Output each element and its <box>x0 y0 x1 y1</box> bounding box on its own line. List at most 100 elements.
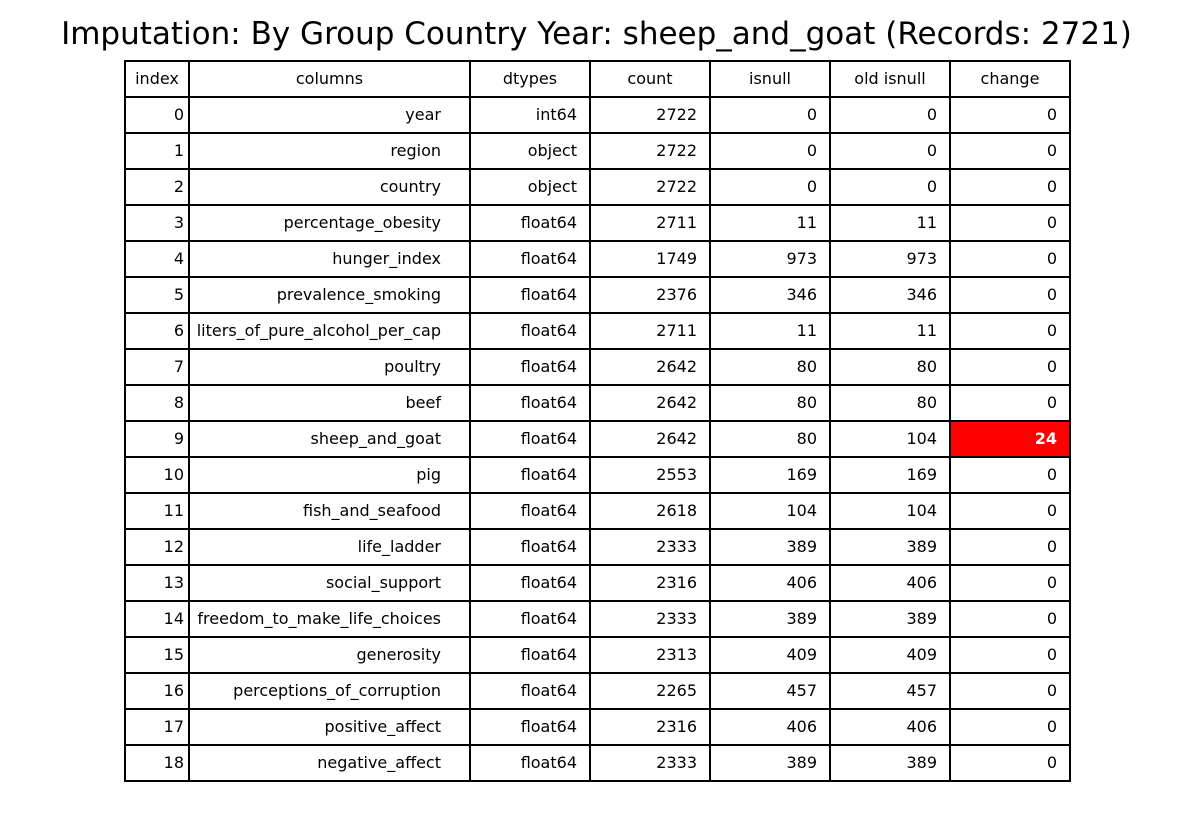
cell-old-isnull: 0 <box>829 132 951 170</box>
cell-index: 7 <box>124 348 190 386</box>
cell-columns: positive_affect <box>188 708 471 746</box>
table-body: 0 year int64 2722 0 0 0 1 region object 2722 0 0 0 2 co… <box>124 96 1071 782</box>
cell-isnull: 457 <box>709 672 831 710</box>
cell-count: 2722 <box>589 132 711 170</box>
table-row: 18 negative_affect float64 2333 389 389 0 <box>124 744 1071 782</box>
cell-columns: negative_affect <box>188 744 471 782</box>
cell-columns: poultry <box>188 348 471 386</box>
cell-isnull: 104 <box>709 492 831 530</box>
cell-old-isnull: 389 <box>829 600 951 638</box>
table-row: 1 region object 2722 0 0 0 <box>124 132 1071 170</box>
cell-count: 2333 <box>589 528 711 566</box>
cell-index: 10 <box>124 456 190 494</box>
cell-columns: prevalence_smoking <box>188 276 471 314</box>
cell-old-isnull: 80 <box>829 348 951 386</box>
cell-dtypes: float64 <box>469 564 591 602</box>
cell-old-isnull: 973 <box>829 240 951 278</box>
table-row: 14 freedom_to_make_life_choices float64 233… <box>124 600 1071 638</box>
cell-isnull: 0 <box>709 168 831 206</box>
cell-dtypes: float64 <box>469 492 591 530</box>
cell-dtypes: float64 <box>469 528 591 566</box>
cell-isnull: 389 <box>709 600 831 638</box>
cell-isnull: 389 <box>709 528 831 566</box>
cell-count: 2333 <box>589 744 711 782</box>
cell-count: 2642 <box>589 420 711 458</box>
cell-change: 0 <box>949 348 1071 386</box>
cell-count: 2333 <box>589 600 711 638</box>
cell-index: 12 <box>124 528 190 566</box>
data-table: index columns dtypes count isnull old isnull c… <box>124 60 1071 782</box>
cell-change: 0 <box>949 672 1071 710</box>
table-header-row: index columns dtypes count isnull old isnull c… <box>124 60 1071 98</box>
cell-count: 2316 <box>589 708 711 746</box>
cell-index: 6 <box>124 312 190 350</box>
cell-old-isnull: 389 <box>829 744 951 782</box>
cell-count: 2313 <box>589 636 711 674</box>
cell-columns: percentage_obesity <box>188 204 471 242</box>
table-row: 7 poultry float64 2642 80 80 0 <box>124 348 1071 386</box>
cell-old-isnull: 80 <box>829 384 951 422</box>
cell-dtypes: int64 <box>469 96 591 134</box>
cell-columns: social_support <box>188 564 471 602</box>
table-row: 8 beef float64 2642 80 80 0 <box>124 384 1071 422</box>
header-old-isnull: old isnull <box>829 60 951 98</box>
cell-count: 2642 <box>589 384 711 422</box>
cell-change: 0 <box>949 276 1071 314</box>
cell-change: 0 <box>949 564 1071 602</box>
cell-count: 2642 <box>589 348 711 386</box>
cell-index: 9 <box>124 420 190 458</box>
cell-count: 2711 <box>589 204 711 242</box>
cell-dtypes: float64 <box>469 276 591 314</box>
header-columns: columns <box>188 60 471 98</box>
cell-dtypes: float64 <box>469 456 591 494</box>
table-row: 10 pig float64 2553 169 169 0 <box>124 456 1071 494</box>
cell-index: 13 <box>124 564 190 602</box>
cell-columns: liters_of_pure_alcohol_per_cap <box>188 312 471 350</box>
cell-old-isnull: 104 <box>829 420 951 458</box>
cell-old-isnull: 169 <box>829 456 951 494</box>
cell-old-isnull: 0 <box>829 96 951 134</box>
cell-dtypes: float64 <box>469 240 591 278</box>
cell-dtypes: float64 <box>469 204 591 242</box>
cell-count: 2553 <box>589 456 711 494</box>
table-row: 12 life_ladder float64 2333 389 389 0 <box>124 528 1071 566</box>
table-row: 5 prevalence_smoking float64 2376 346 346 0 <box>124 276 1071 314</box>
cell-isnull: 80 <box>709 348 831 386</box>
cell-columns: country <box>188 168 471 206</box>
cell-old-isnull: 406 <box>829 564 951 602</box>
header-index: index <box>124 60 190 98</box>
cell-change: 0 <box>949 636 1071 674</box>
cell-columns: beef <box>188 384 471 422</box>
cell-change: 0 <box>949 528 1071 566</box>
cell-index: 1 <box>124 132 190 170</box>
cell-isnull: 409 <box>709 636 831 674</box>
cell-isnull: 973 <box>709 240 831 278</box>
cell-isnull: 0 <box>709 132 831 170</box>
cell-dtypes: float64 <box>469 744 591 782</box>
cell-old-isnull: 11 <box>829 312 951 350</box>
table-row: 3 percentage_obesity float64 2711 11 11 0 <box>124 204 1071 242</box>
cell-columns: hunger_index <box>188 240 471 278</box>
cell-dtypes: float64 <box>469 384 591 422</box>
table-row: 6 liters_of_pure_alcohol_per_cap float64 27… <box>124 312 1071 350</box>
cell-columns: region <box>188 132 471 170</box>
cell-change: 0 <box>949 708 1071 746</box>
cell-old-isnull: 406 <box>829 708 951 746</box>
cell-change: 0 <box>949 168 1071 206</box>
cell-count: 2376 <box>589 276 711 314</box>
cell-isnull: 389 <box>709 744 831 782</box>
cell-dtypes: float64 <box>469 312 591 350</box>
table-row: 16 perceptions_of_corruption float64 2265 45… <box>124 672 1071 710</box>
cell-change: 0 <box>949 384 1071 422</box>
cell-dtypes: float64 <box>469 672 591 710</box>
cell-old-isnull: 11 <box>829 204 951 242</box>
cell-index: 14 <box>124 600 190 638</box>
cell-isnull: 11 <box>709 312 831 350</box>
table-row: 17 positive_affect float64 2316 406 406 0 <box>124 708 1071 746</box>
header-change: change <box>949 60 1071 98</box>
cell-change: 0 <box>949 744 1071 782</box>
cell-count: 2722 <box>589 168 711 206</box>
cell-change: 0 <box>949 312 1071 350</box>
table-row: 0 year int64 2722 0 0 0 <box>124 96 1071 134</box>
cell-change: 0 <box>949 456 1071 494</box>
